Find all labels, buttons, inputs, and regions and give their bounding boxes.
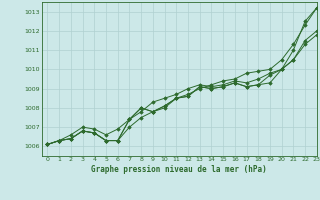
X-axis label: Graphe pression niveau de la mer (hPa): Graphe pression niveau de la mer (hPa) (91, 165, 267, 174)
